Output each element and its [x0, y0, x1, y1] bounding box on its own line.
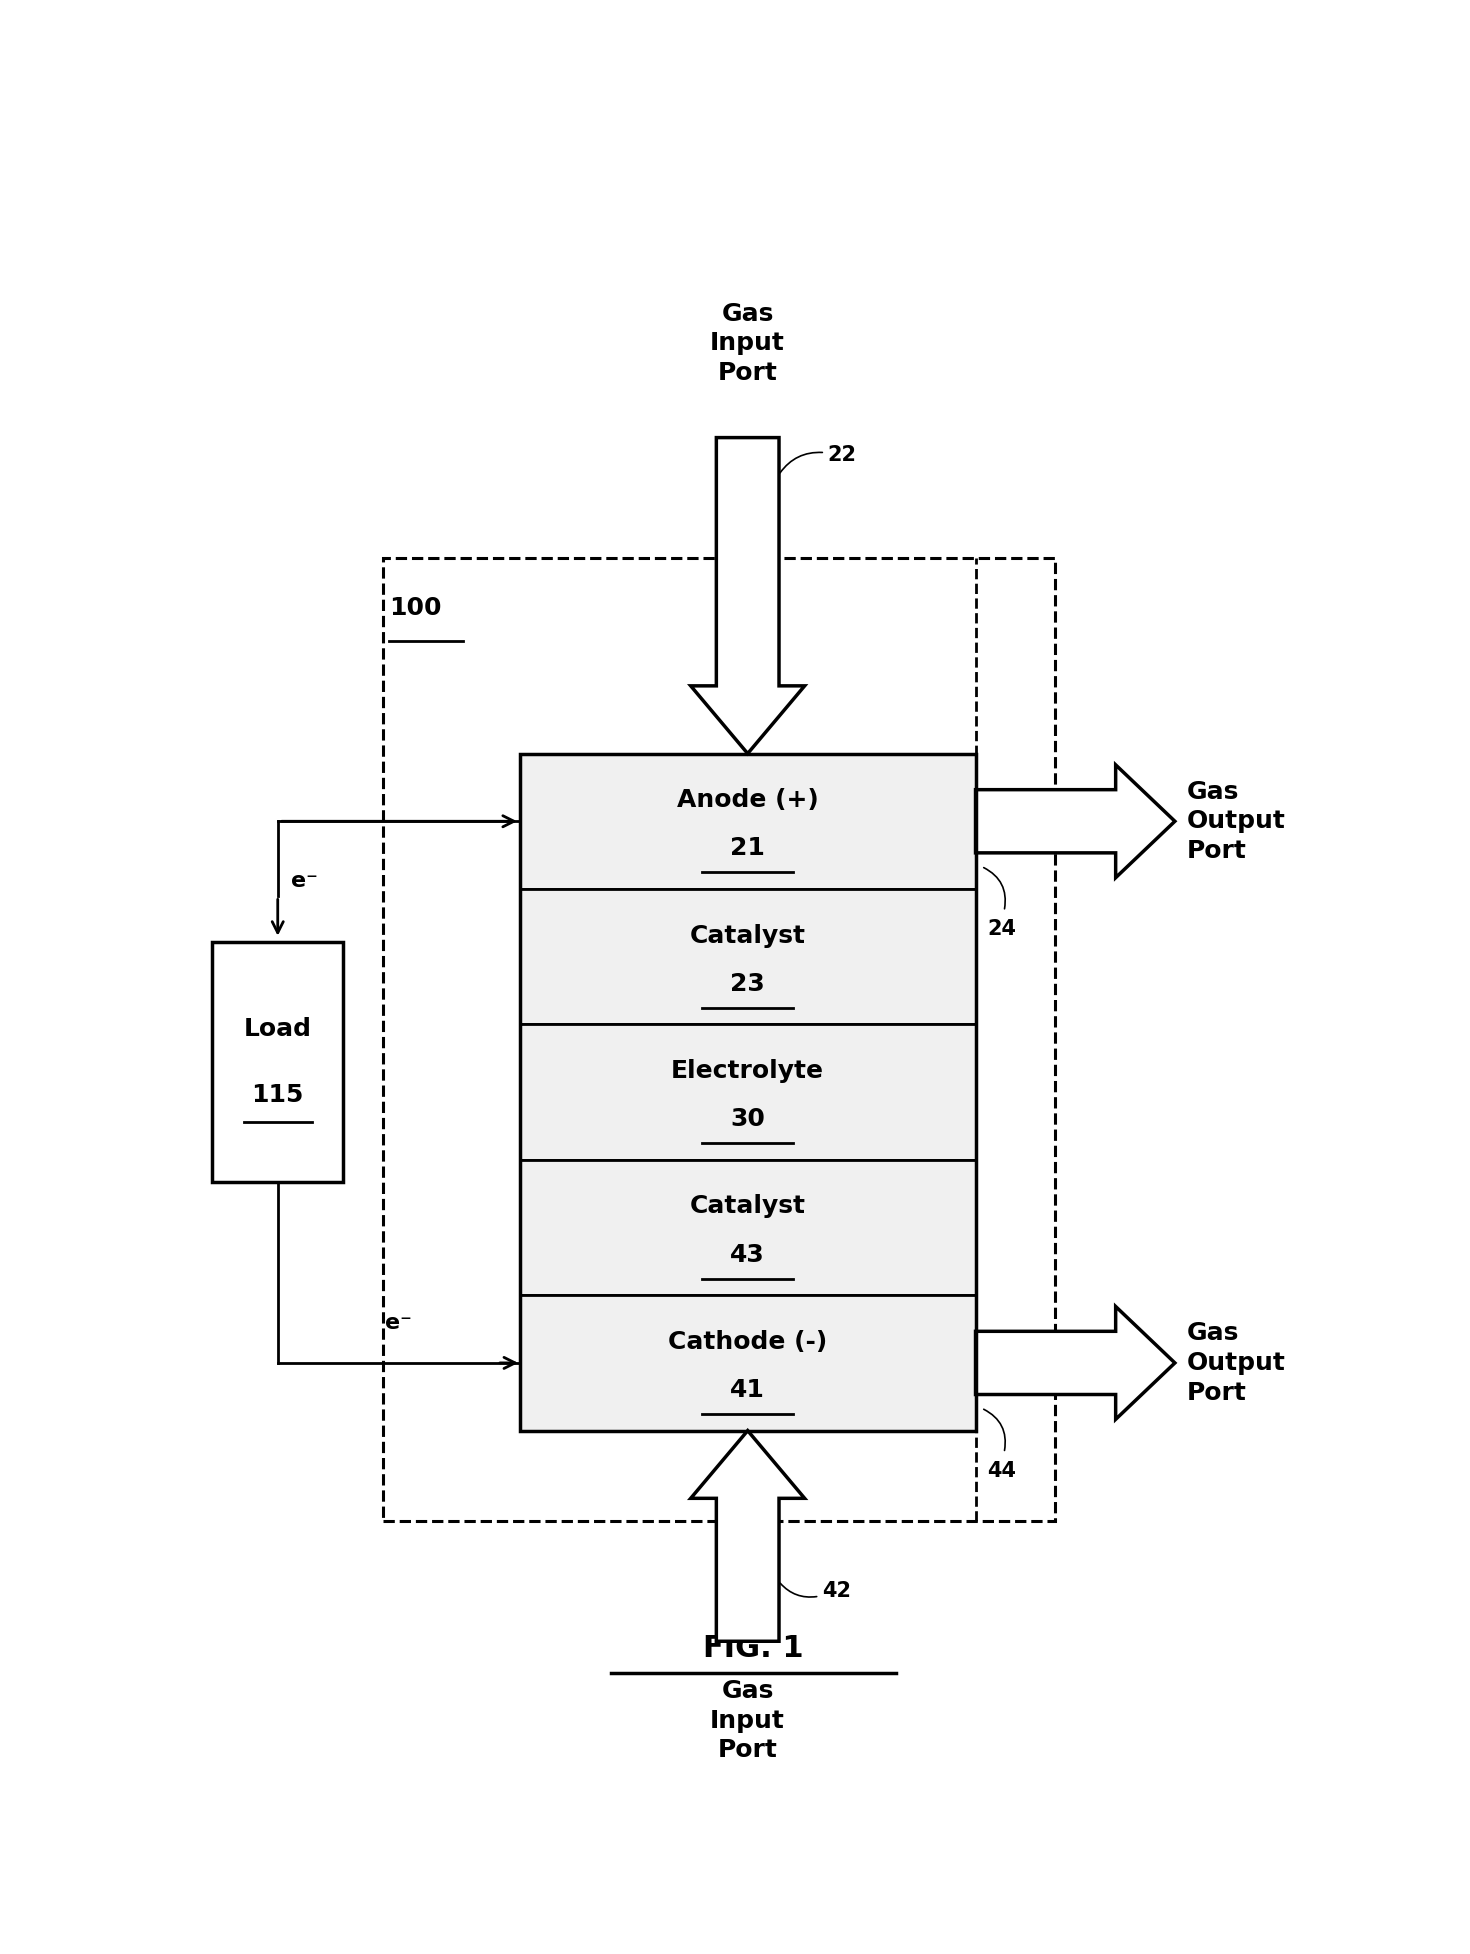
- Text: Electrolyte: Electrolyte: [672, 1059, 825, 1083]
- Text: e⁻: e⁻: [291, 871, 319, 891]
- Text: 22: 22: [828, 446, 857, 465]
- Text: Gas
Input
Port: Gas Input Port: [710, 301, 785, 385]
- Polygon shape: [691, 438, 804, 754]
- Text: 23: 23: [731, 971, 764, 997]
- FancyBboxPatch shape: [520, 754, 976, 889]
- Text: 41: 41: [731, 1378, 764, 1403]
- Text: Catalyst: Catalyst: [689, 924, 806, 948]
- Text: 44: 44: [986, 1462, 1016, 1481]
- Text: Gas
Output
Port: Gas Output Port: [1186, 1321, 1285, 1405]
- Text: 115: 115: [251, 1083, 304, 1108]
- Text: 43: 43: [731, 1243, 764, 1266]
- FancyBboxPatch shape: [520, 1024, 976, 1161]
- Text: 30: 30: [731, 1108, 764, 1131]
- Text: Anode (+): Anode (+): [676, 787, 819, 813]
- Text: FIG. 1: FIG. 1: [703, 1634, 804, 1663]
- FancyBboxPatch shape: [212, 942, 343, 1182]
- Text: 24: 24: [986, 918, 1016, 940]
- Text: e⁻: e⁻: [385, 1313, 412, 1333]
- Text: Load: Load: [244, 1016, 312, 1041]
- Polygon shape: [976, 764, 1175, 877]
- Text: Gas
Input
Port: Gas Input Port: [710, 1678, 785, 1763]
- Text: 100: 100: [388, 596, 441, 619]
- Polygon shape: [691, 1430, 804, 1641]
- FancyBboxPatch shape: [520, 1296, 976, 1430]
- Text: Gas
Output
Port: Gas Output Port: [1186, 780, 1285, 864]
- Polygon shape: [976, 1307, 1175, 1419]
- Text: Catalyst: Catalyst: [689, 1194, 806, 1219]
- FancyBboxPatch shape: [520, 1161, 976, 1296]
- Text: Cathode (-): Cathode (-): [667, 1331, 828, 1354]
- Text: 21: 21: [731, 836, 764, 860]
- Text: 42: 42: [822, 1581, 851, 1600]
- FancyBboxPatch shape: [520, 889, 976, 1024]
